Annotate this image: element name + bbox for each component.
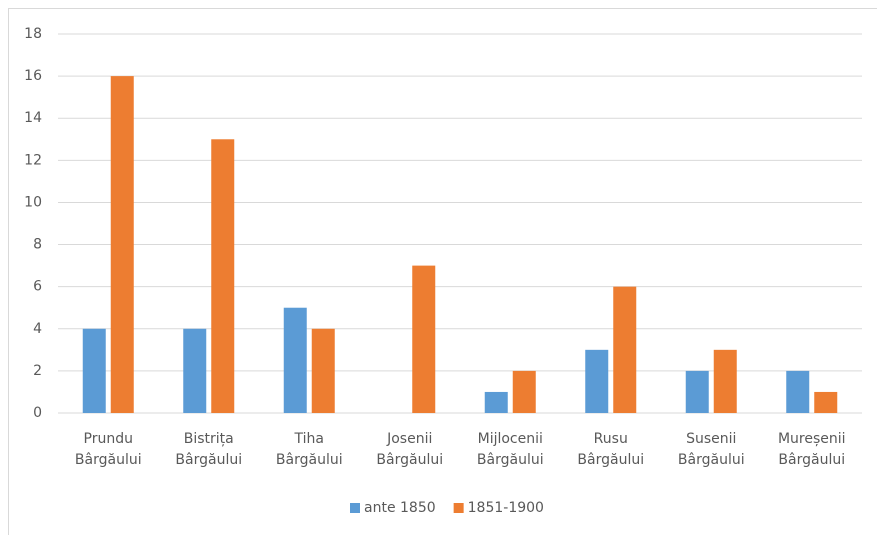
y-tick-label: 10 xyxy=(24,194,42,210)
bar xyxy=(686,371,709,413)
bar xyxy=(312,329,335,413)
y-tick-label: 2 xyxy=(33,363,42,379)
legend-label: 1851-1900 xyxy=(468,500,544,516)
y-tick-label: 4 xyxy=(33,321,42,337)
bar xyxy=(814,392,837,413)
y-tick-label: 14 xyxy=(24,110,42,126)
bar xyxy=(786,371,809,413)
bar xyxy=(585,350,608,413)
bar xyxy=(211,139,234,413)
y-tick-label: 16 xyxy=(24,68,42,84)
bar xyxy=(83,329,106,413)
legend-label: ante 1850 xyxy=(364,500,436,516)
bar xyxy=(485,392,508,413)
y-tick-label: 6 xyxy=(33,279,42,295)
y-tick-label: 18 xyxy=(24,26,42,42)
legend-swatch xyxy=(350,503,360,513)
bar xyxy=(284,308,307,413)
bar xyxy=(513,371,536,413)
y-tick-label: 0 xyxy=(33,405,42,421)
bar xyxy=(111,76,134,413)
bar xyxy=(714,350,737,413)
bar xyxy=(613,287,636,413)
y-tick-label: 8 xyxy=(33,237,42,253)
y-tick-label: 12 xyxy=(24,152,42,168)
bar xyxy=(183,329,206,413)
bar xyxy=(412,266,435,413)
legend-swatch xyxy=(454,503,464,513)
